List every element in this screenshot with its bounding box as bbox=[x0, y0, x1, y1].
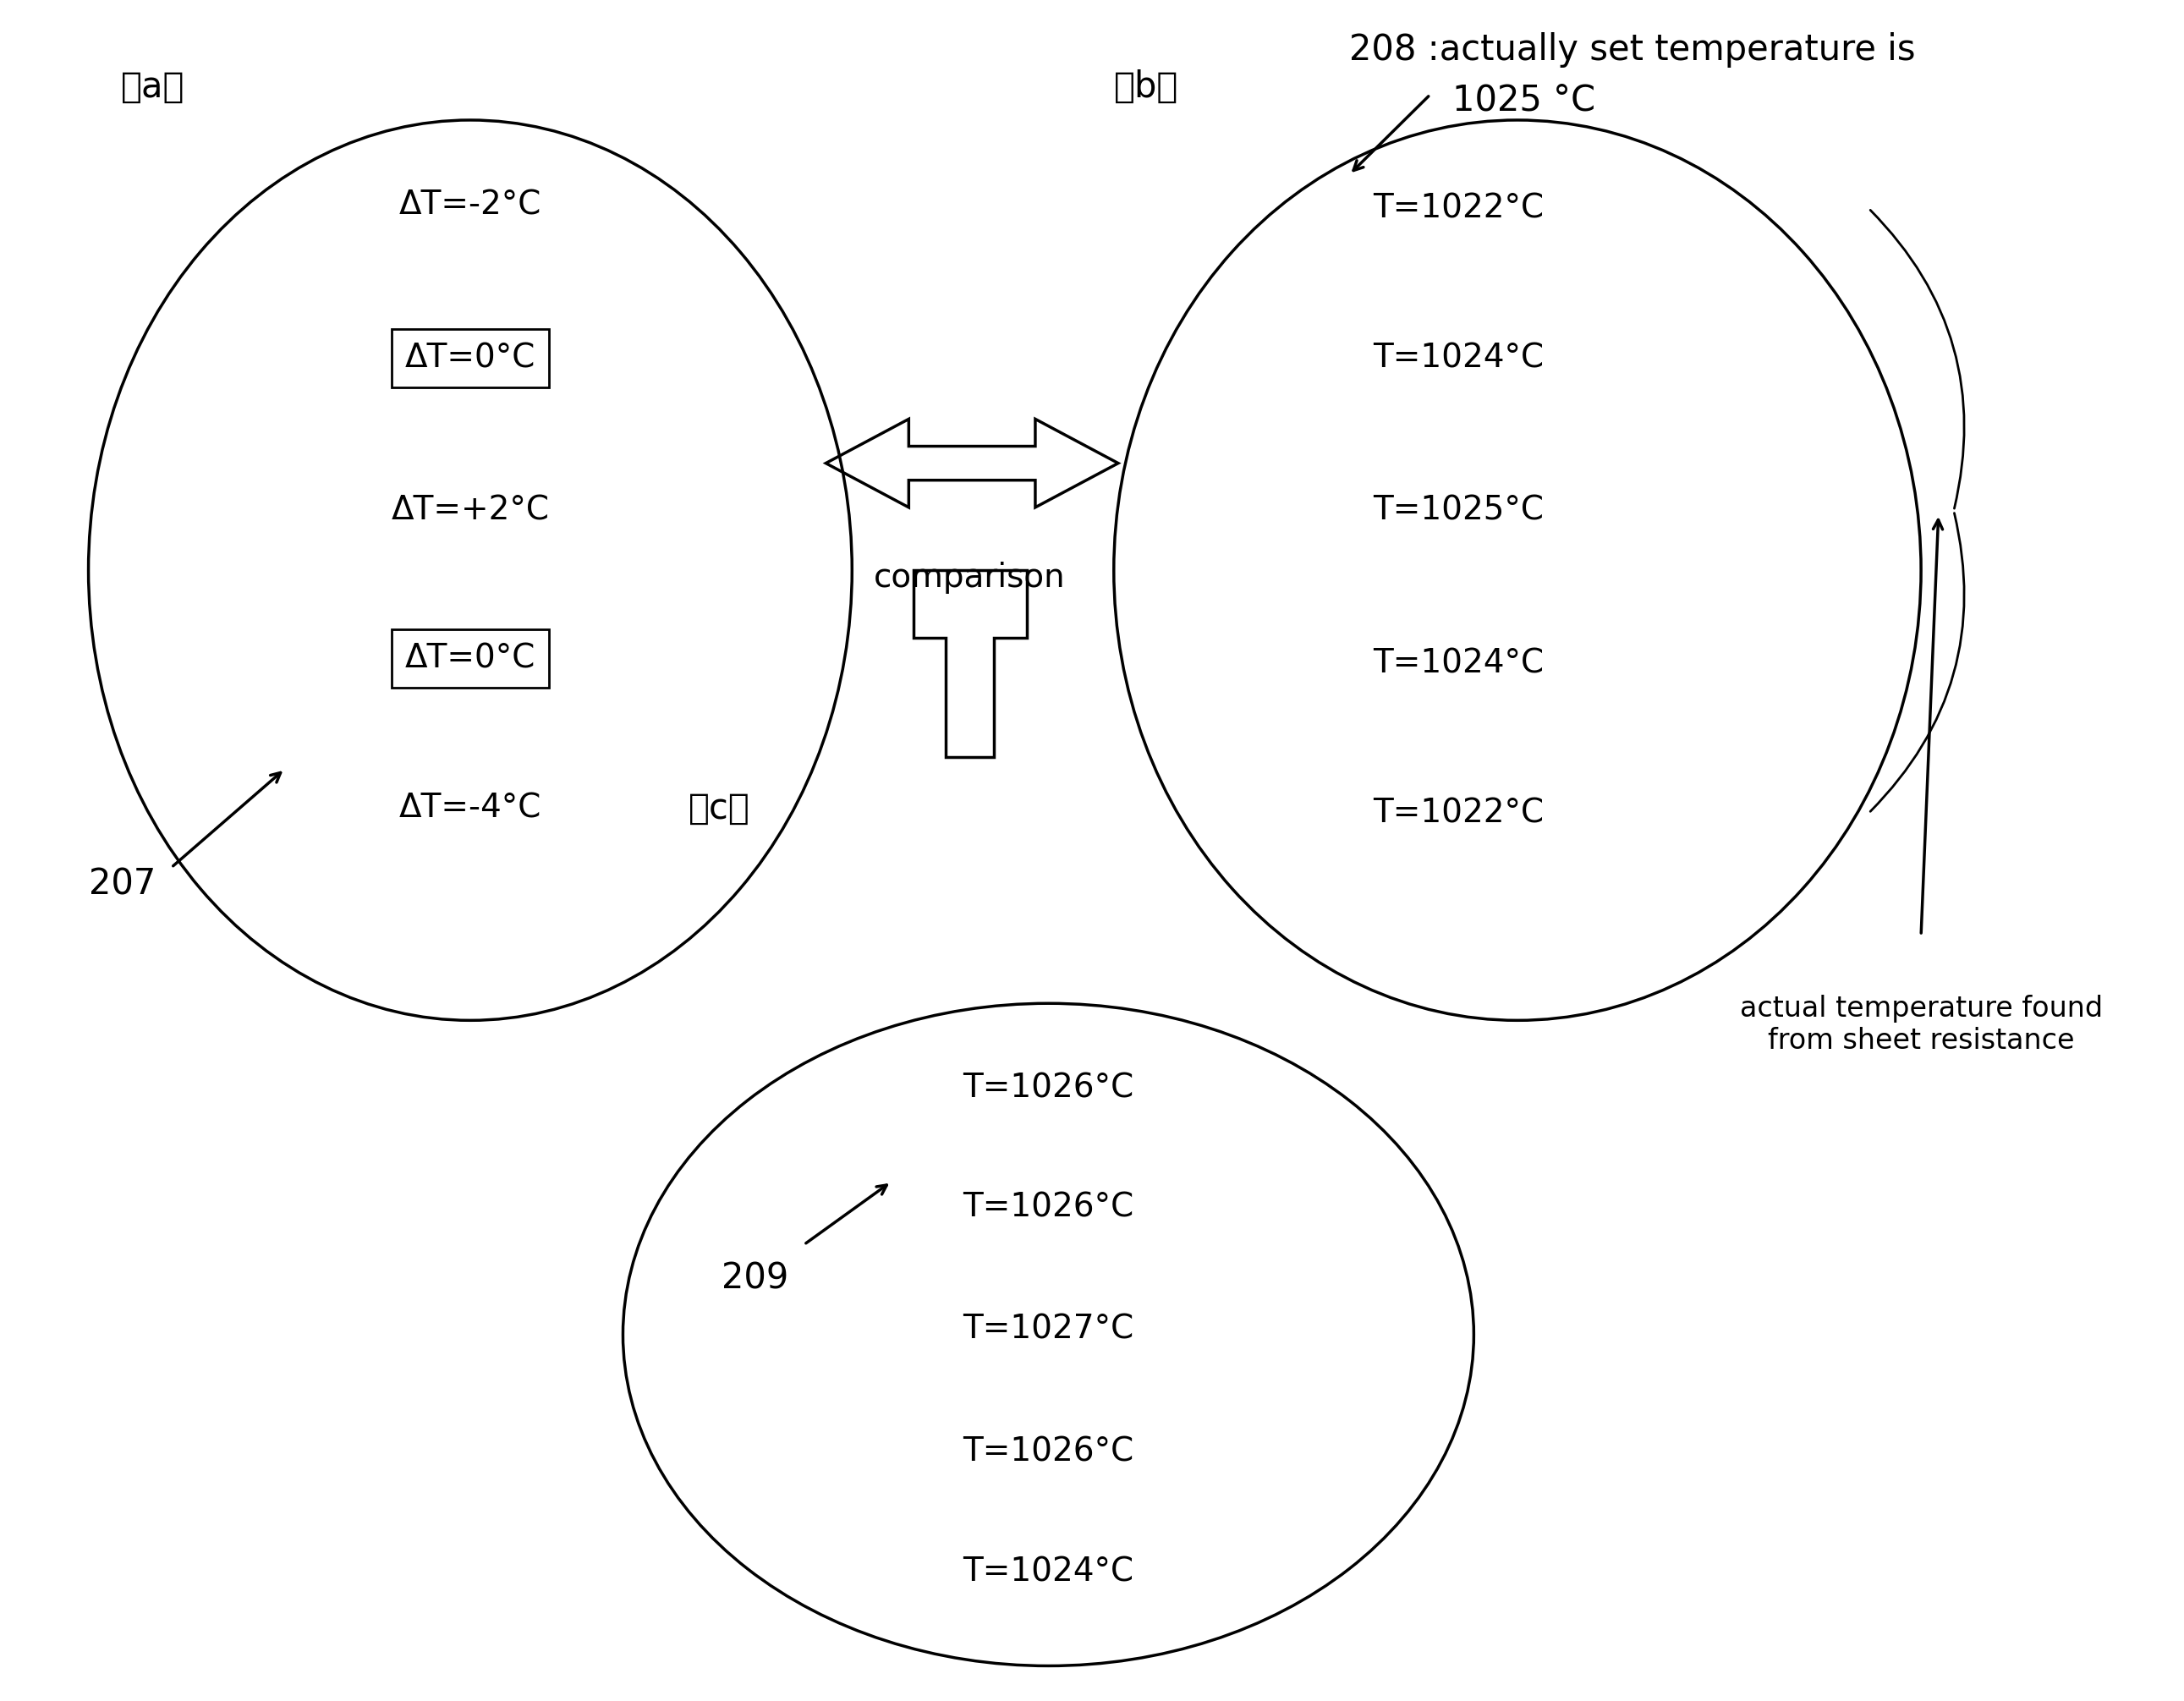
Text: actual temperature found
from sheet resistance: actual temperature found from sheet resi… bbox=[1738, 995, 2103, 1055]
Text: T=1022°C: T=1022°C bbox=[1374, 192, 1544, 225]
Text: （c）: （c） bbox=[688, 791, 749, 827]
Text: 209: 209 bbox=[721, 1260, 788, 1296]
Text: ΔT=0°C: ΔT=0°C bbox=[404, 643, 535, 675]
Text: T=1024°C: T=1024°C bbox=[1374, 648, 1544, 680]
Text: 1025 °C: 1025 °C bbox=[1452, 83, 1594, 119]
Text: ΔT=-4°C: ΔT=-4°C bbox=[400, 793, 542, 823]
Text: 208 :actually set temperature is: 208 :actually set temperature is bbox=[1350, 32, 1915, 68]
Text: ΔT=+2°C: ΔT=+2°C bbox=[391, 495, 550, 527]
Text: comparison: comparison bbox=[874, 561, 1066, 594]
Text: T=1026°C: T=1026°C bbox=[963, 1072, 1133, 1104]
Text: （a）: （a） bbox=[120, 70, 186, 105]
Text: T=1026°C: T=1026°C bbox=[963, 1191, 1133, 1223]
Text: T=1026°C: T=1026°C bbox=[963, 1436, 1133, 1468]
Text: 207: 207 bbox=[87, 868, 155, 902]
Text: T=1024°C: T=1024°C bbox=[1374, 342, 1544, 374]
Text: ΔT=0°C: ΔT=0°C bbox=[404, 342, 535, 374]
Text: T=1027°C: T=1027°C bbox=[963, 1313, 1133, 1345]
Text: T=1024°C: T=1024°C bbox=[963, 1556, 1133, 1589]
Text: （b）: （b） bbox=[1114, 70, 1179, 105]
Text: ΔT=-2°C: ΔT=-2°C bbox=[400, 189, 542, 221]
Text: T=1022°C: T=1022°C bbox=[1374, 798, 1544, 828]
Text: T=1025°C: T=1025°C bbox=[1374, 495, 1544, 527]
